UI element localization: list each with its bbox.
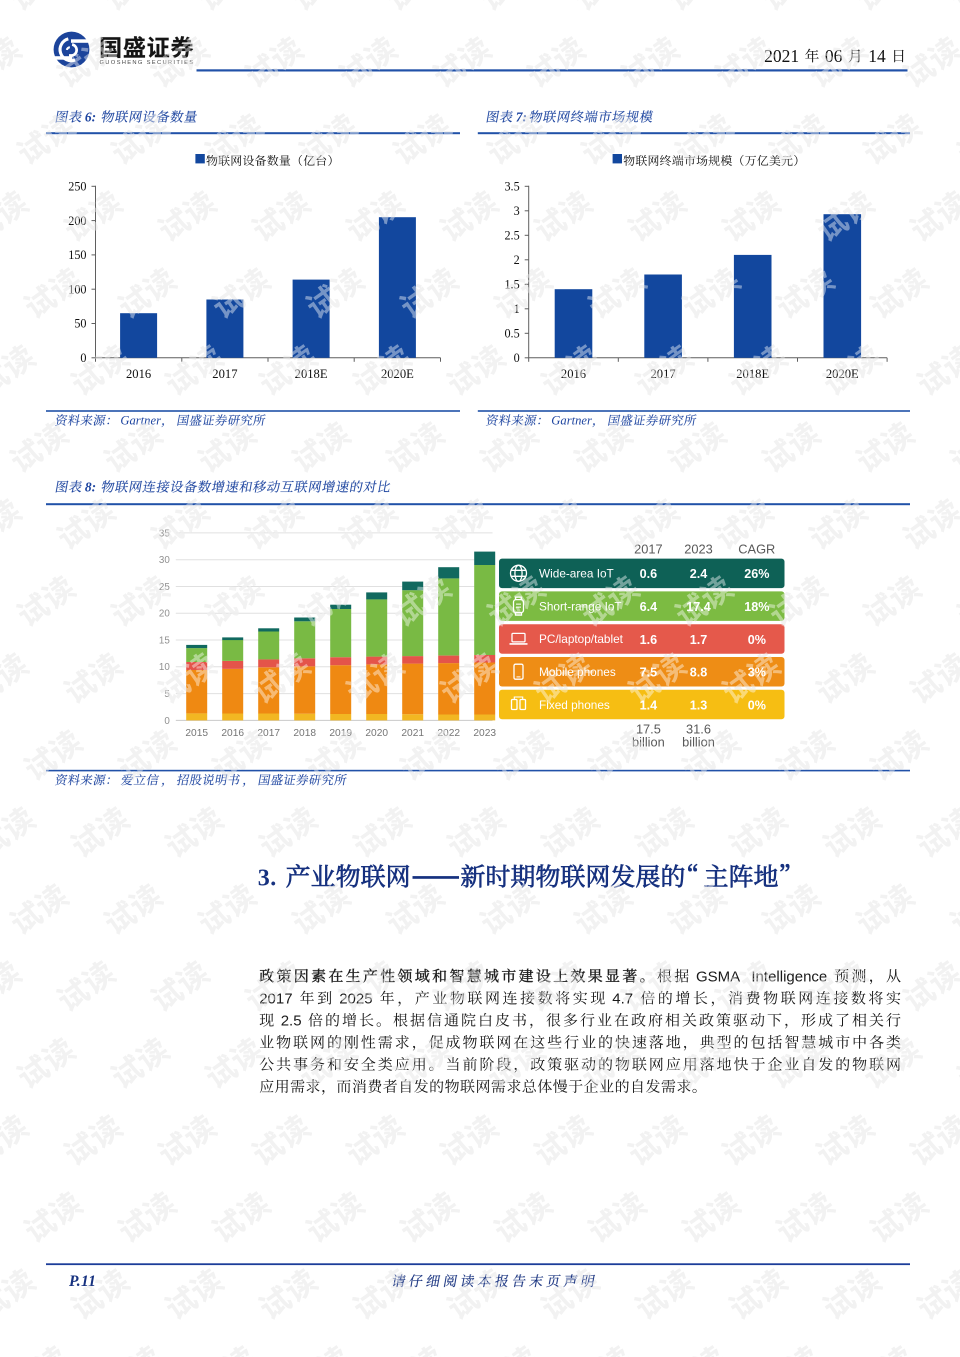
svg-text:15: 15: [159, 635, 170, 646]
svg-text:2021: 2021: [764, 46, 799, 66]
svg-text:1.6: 1.6: [640, 633, 658, 647]
svg-text:17.5: 17.5: [636, 722, 661, 737]
svg-text:2018: 2018: [293, 728, 316, 739]
svg-text:Wide-area IoT: Wide-area IoT: [539, 567, 614, 581]
svg-text:2023: 2023: [684, 542, 712, 557]
svg-text:billion: billion: [682, 735, 715, 750]
svg-text:4.7: 4.7: [612, 990, 633, 1007]
svg-text:0%: 0%: [748, 698, 766, 712]
svg-text:250: 250: [68, 180, 86, 194]
svg-text:2021: 2021: [401, 728, 424, 739]
svg-text:1.3: 1.3: [690, 698, 708, 712]
svg-text:2023: 2023: [473, 728, 496, 739]
svg-text:CAGR: CAGR: [738, 542, 775, 557]
svg-text:14: 14: [868, 46, 886, 66]
svg-text:2016: 2016: [221, 728, 244, 739]
svg-text:Fixed phones: Fixed phones: [539, 698, 610, 712]
svg-text:2017: 2017: [634, 542, 662, 557]
svg-text:2.5: 2.5: [281, 1013, 302, 1030]
svg-text:2019: 2019: [329, 728, 352, 739]
svg-text:10: 10: [159, 662, 170, 673]
svg-text:2018E: 2018E: [295, 367, 328, 381]
svg-text:0: 0: [80, 351, 86, 365]
svg-text:2020: 2020: [365, 728, 388, 739]
svg-text:18%: 18%: [744, 600, 769, 614]
svg-text:2017: 2017: [257, 728, 280, 739]
svg-text:0%: 0%: [748, 633, 766, 647]
svg-text:3: 3: [514, 204, 520, 218]
svg-text:2016: 2016: [126, 367, 151, 381]
svg-text:2017: 2017: [212, 367, 237, 381]
svg-text:Gartner: Gartner: [120, 414, 161, 428]
svg-text:2.4: 2.4: [690, 567, 708, 581]
svg-text:0.5: 0.5: [504, 327, 519, 341]
svg-text:8.8: 8.8: [690, 666, 708, 680]
svg-text:3.: 3.: [258, 866, 277, 892]
svg-text:50: 50: [74, 317, 86, 331]
svg-text:0.6: 0.6: [640, 567, 658, 581]
svg-text:7:: 7:: [516, 110, 527, 125]
svg-text:3.5: 3.5: [504, 180, 519, 194]
svg-text:6:: 6:: [85, 110, 96, 125]
svg-text:26%: 26%: [744, 567, 769, 581]
svg-text:31.6: 31.6: [686, 722, 711, 737]
svg-text:2015: 2015: [185, 728, 208, 739]
svg-text:2: 2: [514, 253, 520, 267]
svg-text:150: 150: [68, 248, 86, 262]
svg-text:0: 0: [164, 716, 170, 727]
svg-text:Gartner: Gartner: [551, 414, 592, 428]
svg-text:PC/laptop/tablet: PC/laptop/tablet: [539, 632, 624, 646]
svg-text:GUOSHENG SECURITIES: GUOSHENG SECURITIES: [100, 60, 195, 66]
svg-text:30: 30: [159, 555, 170, 566]
svg-text:2.5: 2.5: [504, 229, 519, 243]
svg-text:20: 20: [159, 609, 170, 620]
svg-text:0: 0: [514, 351, 520, 365]
svg-text:6.4: 6.4: [640, 600, 658, 614]
svg-text:1.7: 1.7: [690, 633, 708, 647]
svg-text:8:: 8:: [85, 480, 96, 495]
